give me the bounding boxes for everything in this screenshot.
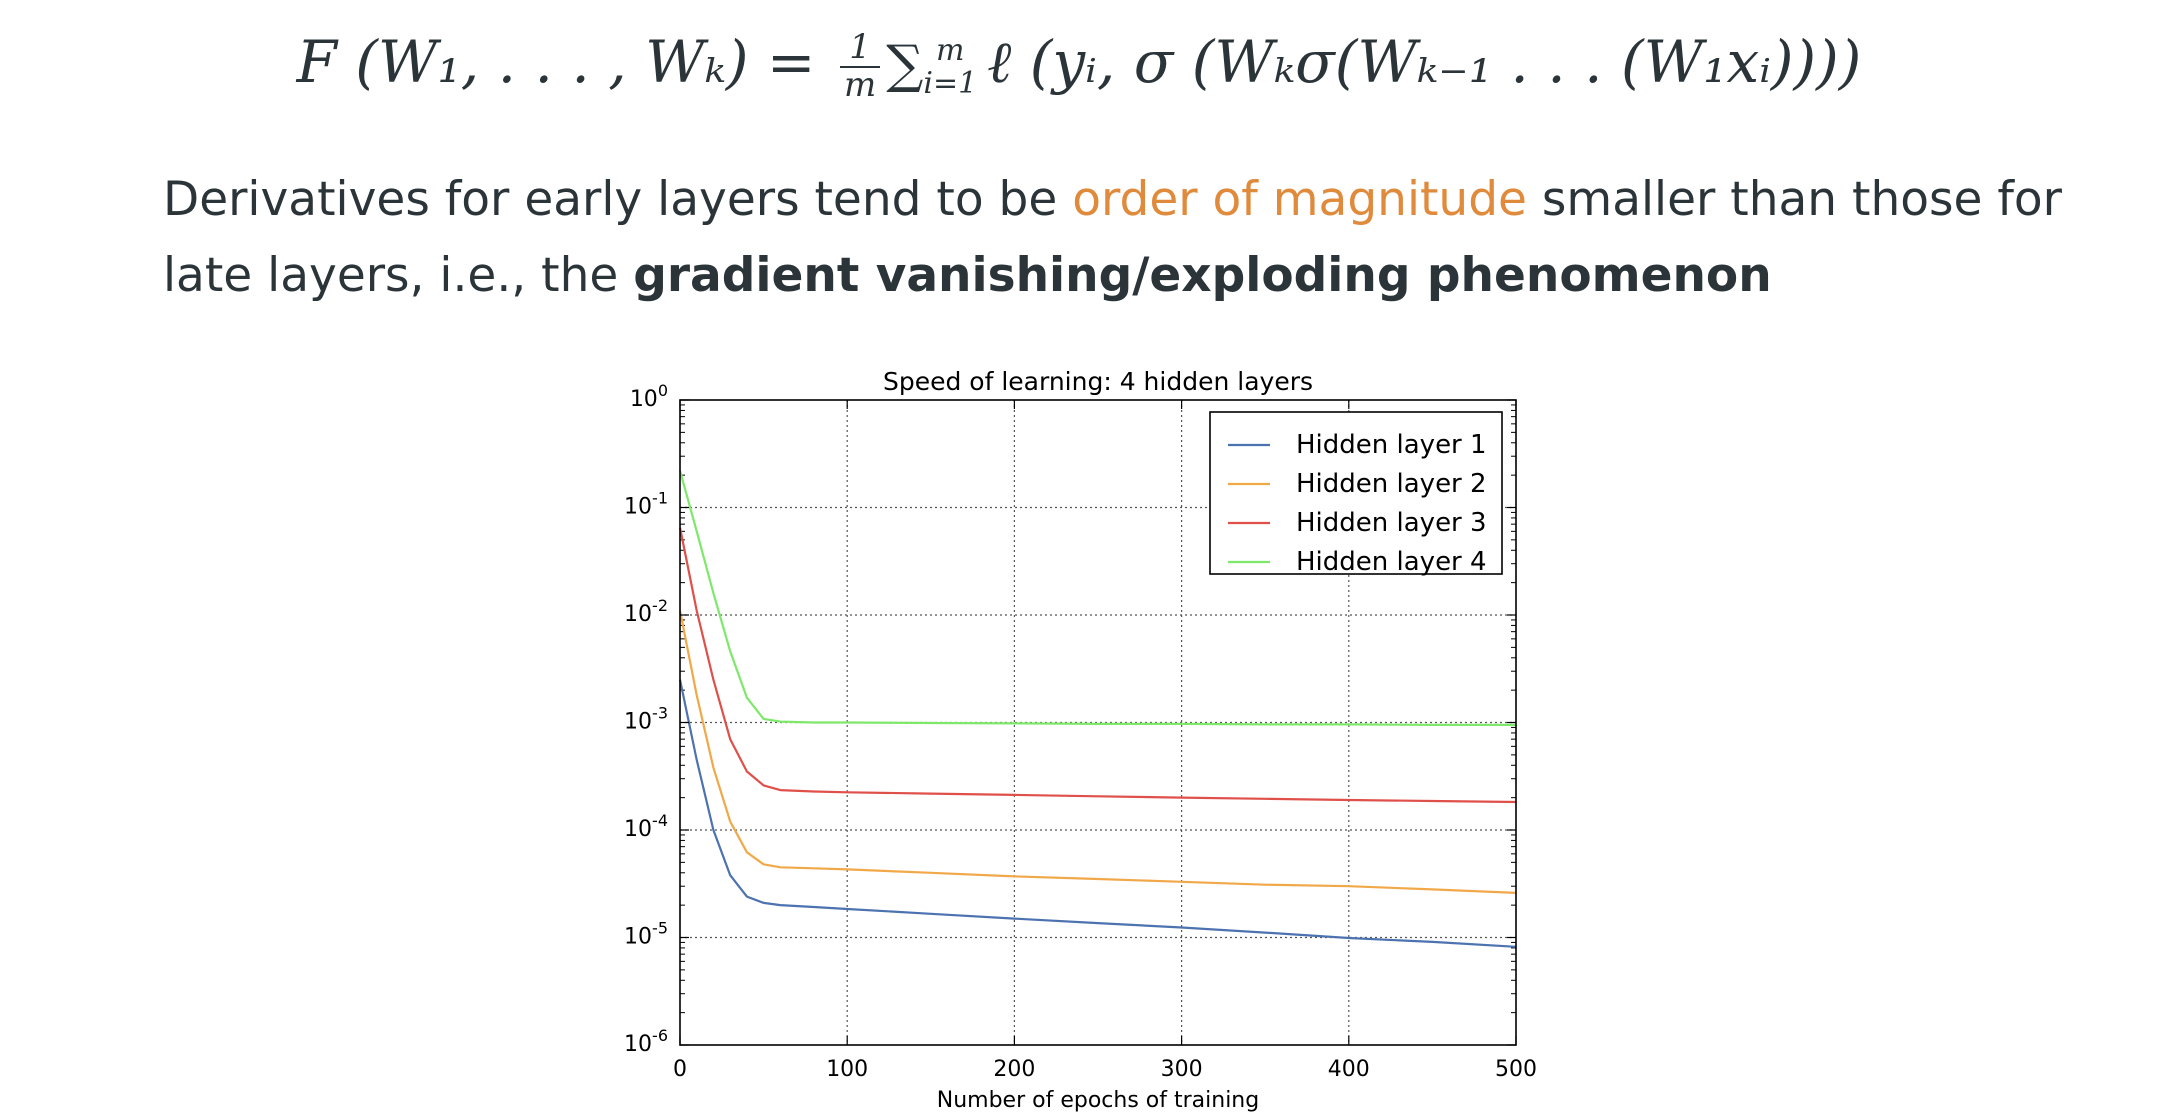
loss-formula: F (W₁, . . . , Wₖ) = 1 m ∑ m i=1 ℓ (yᵢ, σ (Wₖ… [0,28,2158,104]
formula-rhs: ℓ (yᵢ, σ (Wₖσ(Wₖ₋₁ . . . (W₁xᵢ)))) [987,28,1862,96]
explanation-text: Derivatives for early layers tend to be … [163,162,2063,314]
series-line-3 [678,527,1517,804]
legend-label-4: Hidden layer 4 [1296,547,1487,577]
x-tick-label: 100 [826,1057,868,1082]
fraction-numerator: 1 [839,30,881,68]
y-tick-label: 10-2 [624,596,668,627]
sum-lower-limit: i=1 [923,65,978,101]
legend-label-1: Hidden layer 1 [1296,430,1487,460]
sum-symbol: ∑ [886,35,924,95]
y-tick-label: 10-5 [624,919,668,950]
x-tick-label: 300 [1161,1057,1203,1082]
legend: Hidden layer 1 Hidden layer 2 Hidden layer… [1209,411,1503,577]
x-tick-label: 400 [1328,1057,1370,1082]
learning-speed-chart: 0 100 200 300 400 500 100 10-1 10-2 10-3 10-4 10-5 1… [624,367,1537,1113]
highlight-text: order of magnitude [1072,172,1527,227]
text-part-2: smaller than those for late layers, i.e.… [163,172,2062,303]
y-tick-label: 10-6 [624,1026,668,1057]
legend-label-3: Hidden layer 3 [1296,508,1487,538]
x-tick-label: 0 [673,1057,687,1082]
series-line-2 [678,610,1517,894]
formula-lhs: F (W₁, . . . , Wₖ) = [296,28,834,96]
sum-upper-limit: m [936,32,965,68]
series-line-4 [678,470,1516,726]
y-tick-label: 10-3 [624,704,668,735]
sum-limits: m i=1 [923,34,977,100]
x-axis-label: Number of epochs of training [937,1088,1259,1113]
series-line-1 [678,679,1517,948]
legend-label-2: Hidden layer 2 [1296,469,1487,499]
chart-title: Speed of learning: 4 hidden layers [883,367,1313,396]
bold-phrase: gradient vanishing/exploding phenomenon [633,248,1772,303]
x-tick-label: 500 [1495,1057,1537,1082]
y-tick-label: 100 [630,381,668,412]
text-part-1: Derivatives for early layers tend to be [163,172,1073,227]
y-tick-label: 10-1 [624,489,668,520]
y-tick-label: 10-4 [624,811,668,842]
fraction-denominator: m [843,64,877,105]
x-tick-label: 200 [993,1057,1035,1082]
legend-box [1209,411,1503,575]
